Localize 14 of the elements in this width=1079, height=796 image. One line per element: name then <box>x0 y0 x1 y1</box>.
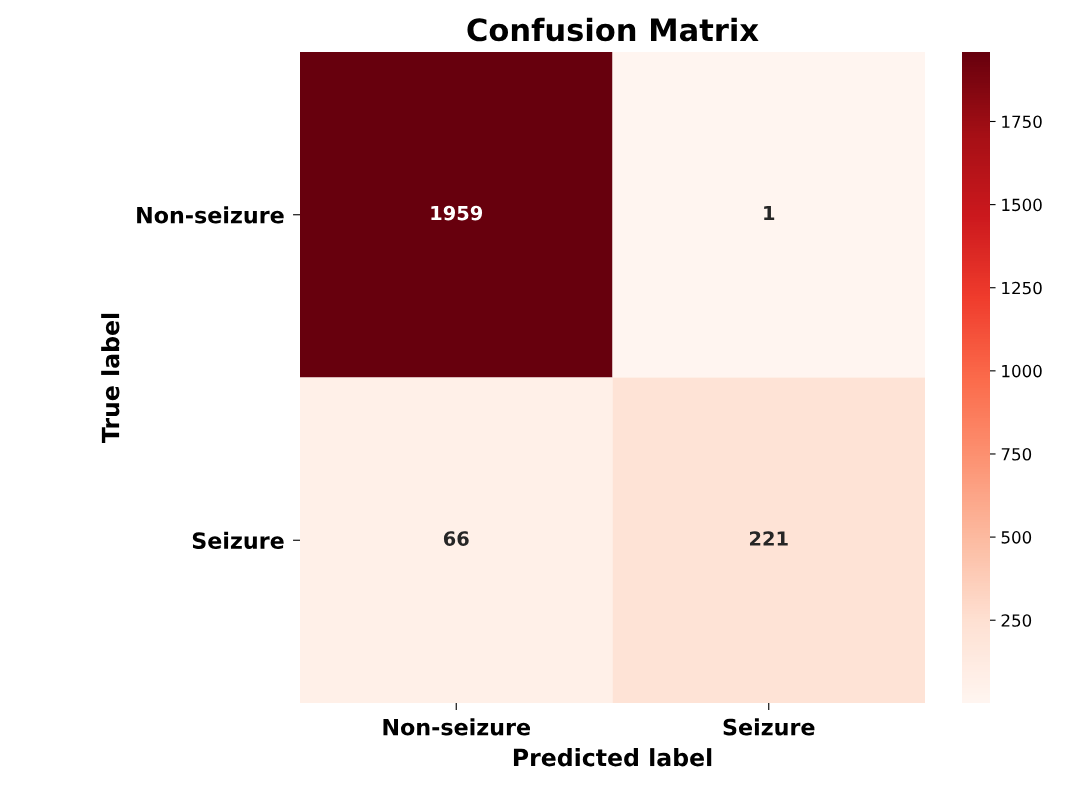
data-label: 221 <box>749 531 788 546</box>
color-bar-label: 1750 <box>1002 115 1042 129</box>
data-label: 66 <box>443 531 469 546</box>
data-label: 1 <box>764 205 775 221</box>
color-bar-label: 250 <box>1001 614 1032 627</box>
y-axis-title: True label <box>101 313 120 443</box>
data-label: 1959 <box>431 205 483 221</box>
chart-title: Confusion Matrix <box>467 17 759 42</box>
color-bar-label: 1250 <box>1002 281 1042 295</box>
color-bar-label: 500 <box>1001 531 1032 544</box>
color-bar-label: 750 <box>1001 447 1032 461</box>
color-bar-label: 1000 <box>1002 364 1042 378</box>
x-axis-title: Predicted label <box>513 748 712 767</box>
color-bar-label: 1500 <box>1002 198 1042 212</box>
